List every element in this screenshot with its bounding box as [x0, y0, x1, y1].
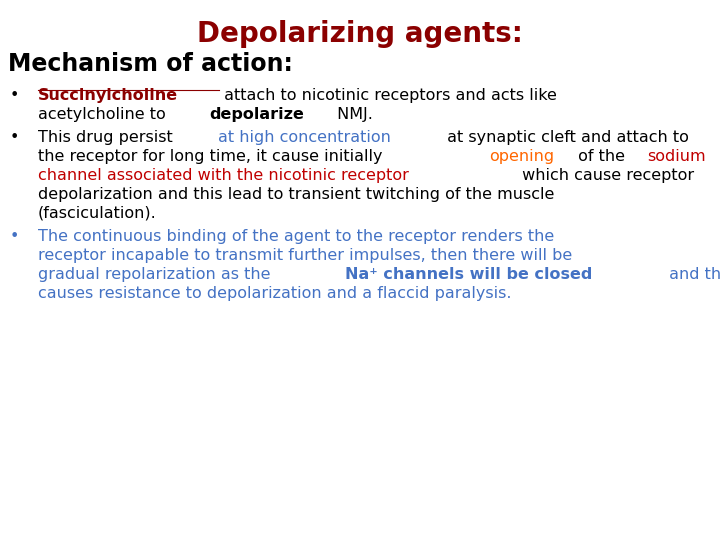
Text: NMJ.: NMJ.	[332, 107, 373, 122]
Text: Succinylcholine: Succinylcholine	[38, 88, 178, 103]
Text: opening: opening	[489, 149, 554, 164]
Text: •: •	[10, 130, 19, 145]
Text: attach to nicotinic receptors and acts like: attach to nicotinic receptors and acts l…	[219, 88, 557, 103]
Text: gradual repolarization as the: gradual repolarization as the	[38, 267, 276, 282]
Text: This drug persist: This drug persist	[38, 130, 178, 145]
Text: at synaptic cleft and attach to: at synaptic cleft and attach to	[441, 130, 688, 145]
Text: Depolarizing agents:: Depolarizing agents:	[197, 20, 523, 48]
Text: depolarize: depolarize	[210, 107, 305, 122]
Text: and this: and this	[664, 267, 720, 282]
Text: which cause receptor: which cause receptor	[516, 168, 693, 183]
Text: The continuous binding of the agent to the receptor renders the: The continuous binding of the agent to t…	[38, 229, 554, 244]
Text: •: •	[10, 229, 19, 244]
Text: at high concentration: at high concentration	[218, 130, 392, 145]
Text: of the: of the	[573, 149, 630, 164]
Text: channel associated with the nicotinic receptor: channel associated with the nicotinic re…	[38, 168, 409, 183]
Text: (fasciculation).: (fasciculation).	[38, 206, 157, 221]
Text: receptor incapable to transmit further impulses, then there will be: receptor incapable to transmit further i…	[38, 248, 572, 263]
Text: the receptor for long time, it cause initially: the receptor for long time, it cause ini…	[38, 149, 387, 164]
Text: depolarization and this lead to transient twitching of the muscle: depolarization and this lead to transien…	[38, 187, 554, 202]
Text: causes resistance to depolarization and a flaccid paralysis.: causes resistance to depolarization and …	[38, 286, 511, 301]
Text: •: •	[10, 88, 19, 103]
Text: Mechanism of action:: Mechanism of action:	[8, 52, 293, 76]
Text: Na⁺ channels will be closed: Na⁺ channels will be closed	[345, 267, 592, 282]
Text: acetylcholine to: acetylcholine to	[38, 107, 171, 122]
Text: sodium: sodium	[647, 149, 706, 164]
